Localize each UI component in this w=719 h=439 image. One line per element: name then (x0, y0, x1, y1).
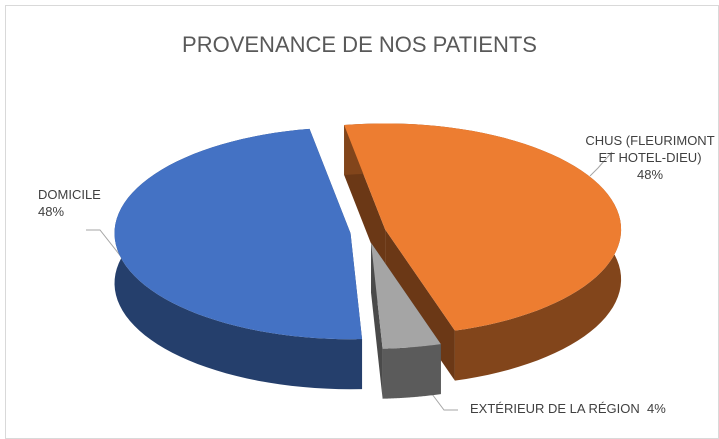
value-label: 4% (647, 401, 666, 416)
slice-top (344, 123, 622, 331)
value-label: 48% (38, 204, 65, 219)
slice-wall (371, 242, 383, 399)
data-label: DOMICILE 48% (38, 186, 101, 220)
category-label: CHUS (FLEURIMONT ET HOTEL-DIEU) (585, 133, 715, 165)
slice-top (371, 242, 441, 349)
value-label: 48% (636, 167, 664, 182)
slice-side (382, 344, 441, 399)
data-label: EXTÉRIEUR DE LA RÉGION 4% (470, 400, 666, 417)
pie (114, 123, 622, 399)
chart-title: PROVENANCE DE NOS PATIENTS (182, 32, 537, 57)
data-label: CHUS (FLEURIMONT ET HOTEL-DIEU) 48% (580, 132, 719, 183)
category-label: DOMICILE (38, 187, 101, 202)
category-label: EXTÉRIEUR DE LA RÉGION (470, 401, 640, 416)
leader-line (589, 151, 613, 177)
leader-line (431, 393, 458, 411)
slice-top (114, 128, 363, 340)
